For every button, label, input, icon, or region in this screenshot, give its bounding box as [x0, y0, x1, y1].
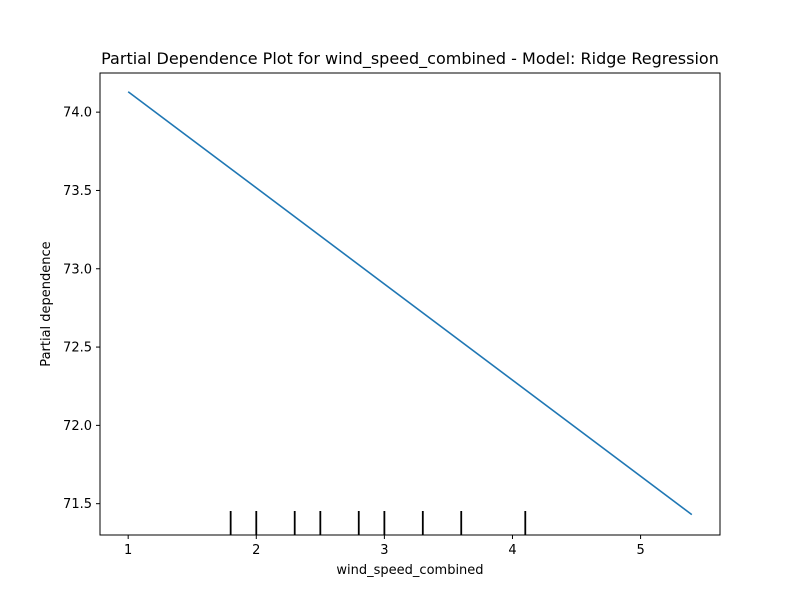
chart-title: Partial Dependence Plot for wind_speed_c… — [101, 49, 719, 69]
x-axis-label: wind_speed_combined — [336, 563, 483, 578]
plot-frame — [99, 72, 721, 536]
y-tick-label: 73.5 — [63, 184, 92, 199]
x-tick-label: 5 — [636, 543, 644, 558]
y-tick-label: 72.0 — [63, 419, 92, 434]
y-tick-label: 72.5 — [63, 341, 92, 356]
y-tick-label: 73.0 — [63, 262, 92, 277]
series-line-0 — [127, 91, 693, 516]
x-tick-label: 2 — [252, 543, 260, 558]
y-axis-label: Partial dependence — [39, 241, 54, 366]
y-tick-label: 71.5 — [63, 497, 92, 512]
x-tick-label: 3 — [380, 543, 388, 558]
x-tick-label: 4 — [508, 543, 516, 558]
x-tick-label: 1 — [124, 543, 132, 558]
y-tick-label: 74.0 — [63, 106, 92, 121]
plot-area: 1 2 3 4 5 71.5 72.0 72.5 73.0 73.5 74.0 — [63, 91, 693, 558]
